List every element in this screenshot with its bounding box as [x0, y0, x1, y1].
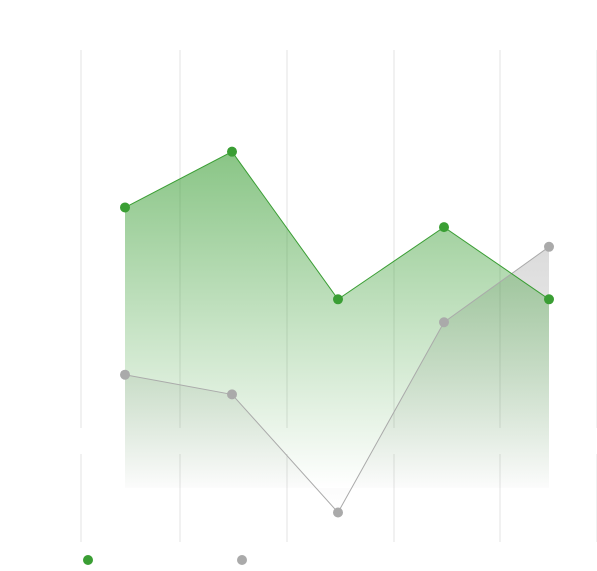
- series-2-point-2: [227, 389, 237, 400]
- legend: [83, 555, 247, 565]
- series-2-point-4: [439, 317, 449, 328]
- series-2-point-1: [120, 369, 130, 380]
- series-1-point-3: [333, 294, 343, 305]
- points: [120, 146, 554, 518]
- series-1-point-4: [439, 222, 449, 233]
- series-1-point-2: [227, 146, 237, 157]
- series-2-point-3: [333, 507, 343, 518]
- legend-marker-2: [237, 555, 247, 565]
- series-1-point-5: [544, 294, 554, 305]
- legend-marker-1: [83, 555, 93, 565]
- series-1-area: [125, 151, 549, 488]
- series-2-point-5: [544, 241, 554, 252]
- series-1-point-1: [120, 202, 130, 213]
- areas: [125, 151, 549, 513]
